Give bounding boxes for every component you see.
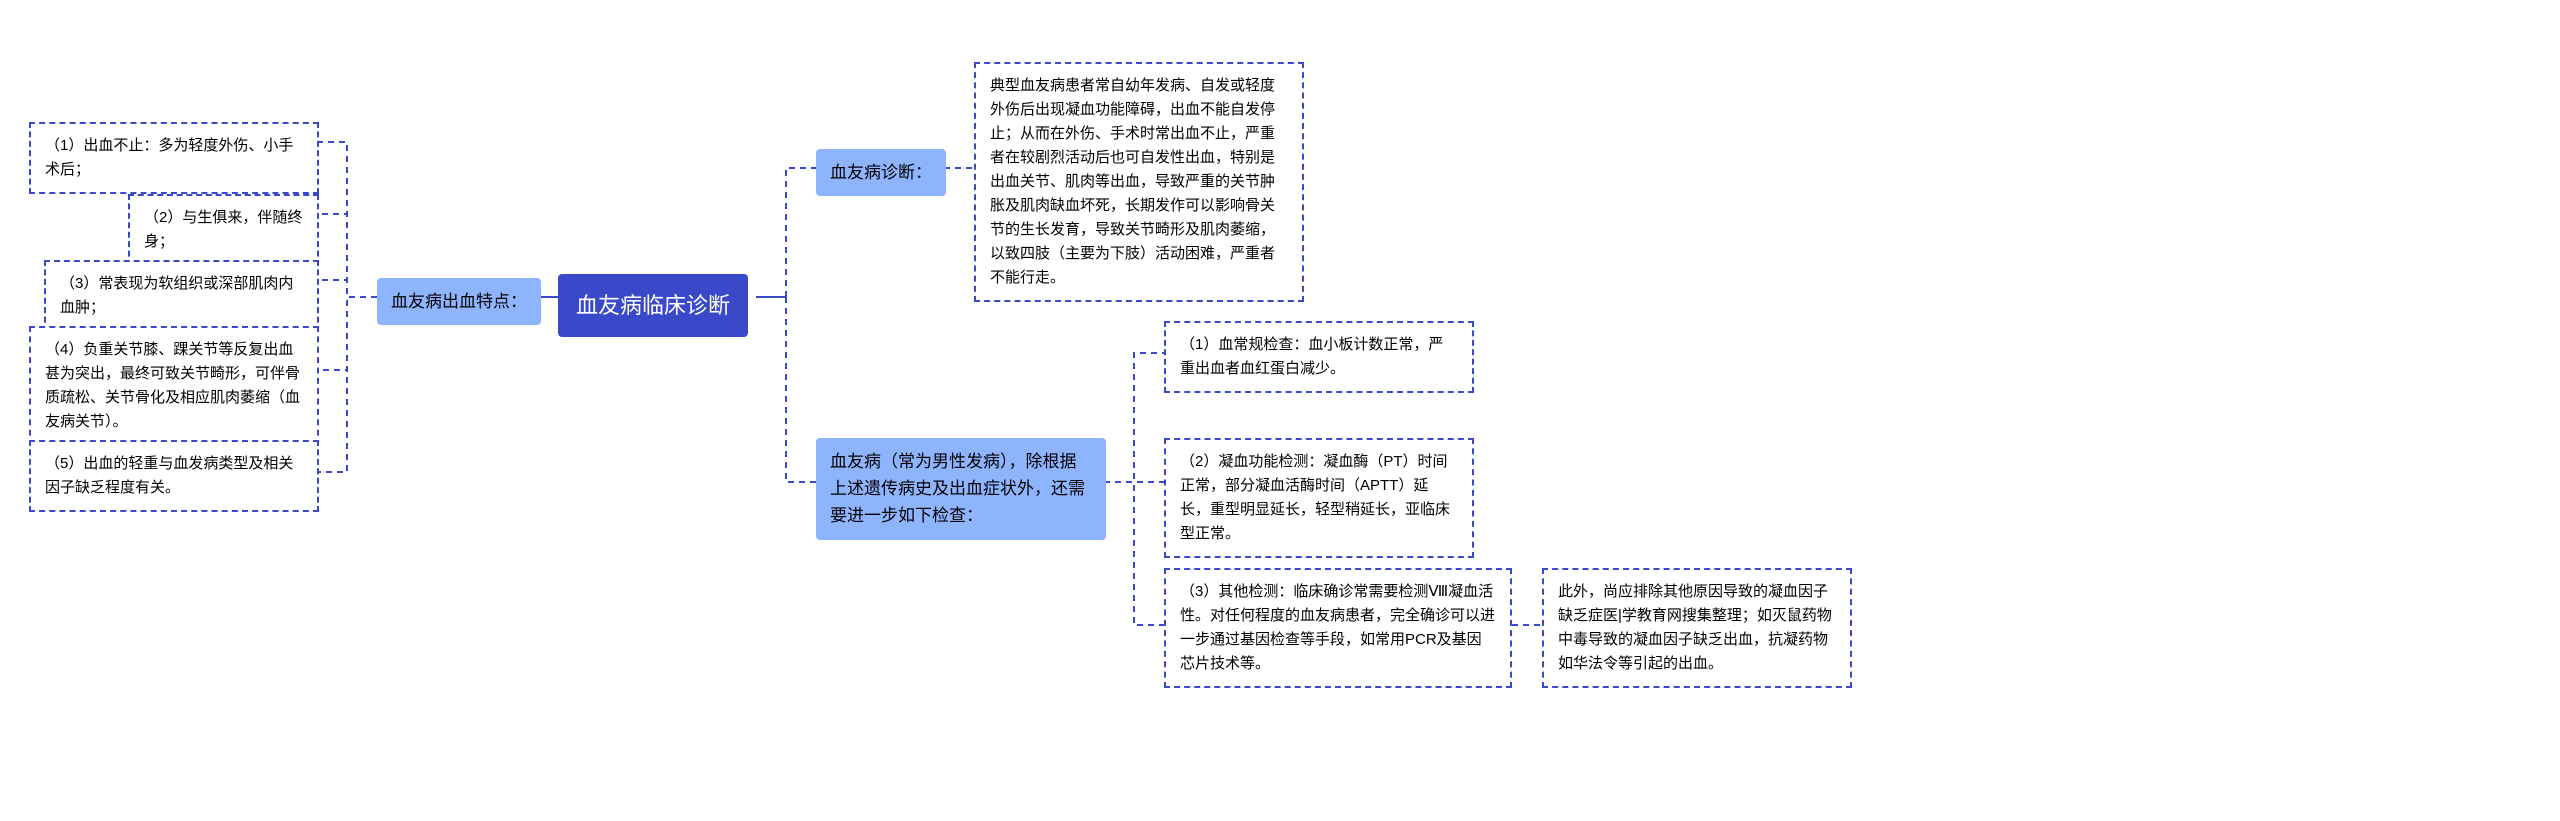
left-item-2-text: （2）与生俱来，伴随终身；: [144, 209, 302, 250]
right-branch-1: 血友病诊断：: [816, 149, 946, 196]
right-branch-1-detail: 典型血友病患者常自幼年发病、自发或轻度外伤后出现凝血功能障碍，出血不能自发停止；…: [974, 62, 1304, 302]
left-item-1-text: （1）出血不止：多为轻度外伤、小手术后；: [45, 137, 293, 178]
left-item-5-text: （5）出血的轻重与血发病类型及相关因子缺乏程度有关。: [45, 455, 293, 496]
right-extra-note-text: 此外，尚应排除其他原因导致的凝血因子缺乏症医|学教育网搜集整理；如灭鼠药物中毒导…: [1558, 583, 1832, 672]
right-item-3: （3）其他检测：临床确诊常需要检测Ⅷ凝血活性。对任何程度的血友病患者，完全确诊可…: [1164, 568, 1512, 688]
left-item-4: （4）负重关节膝、踝关节等反复出血甚为突出，最终可致关节畸形，可伴骨质疏松、关节…: [29, 326, 319, 446]
right-branch-2: 血友病（常为男性发病），除根据上述遗传病史及出血症状外，还需要进一步如下检查：: [816, 438, 1106, 540]
right-item-1: （1）血常规检查：血小板计数正常，严重出血者血红蛋白减少。: [1164, 321, 1474, 393]
root-label: 血友病临床诊断: [576, 293, 730, 318]
right-item-1-text: （1）血常规检查：血小板计数正常，严重出血者血红蛋白减少。: [1180, 336, 1443, 377]
right-extra-note: 此外，尚应排除其他原因导致的凝血因子缺乏症医|学教育网搜集整理；如灭鼠药物中毒导…: [1542, 568, 1852, 688]
right-item-2: （2）凝血功能检测：凝血酶（PT）时间正常，部分凝血活酶时间（APTT）延长，重…: [1164, 438, 1474, 558]
right-branch-1-label: 血友病诊断：: [830, 163, 932, 182]
left-branch-label: 血友病出血特点：: [391, 292, 527, 311]
root-node: 血友病临床诊断: [558, 274, 748, 337]
right-item-2-text: （2）凝血功能检测：凝血酶（PT）时间正常，部分凝血活酶时间（APTT）延长，重…: [1180, 453, 1450, 542]
right-branch-1-detail-text: 典型血友病患者常自幼年发病、自发或轻度外伤后出现凝血功能障碍，出血不能自发停止；…: [990, 77, 1275, 286]
right-branch-2-label: 血友病（常为男性发病），除根据上述遗传病史及出血症状外，还需要进一步如下检查：: [830, 452, 1085, 525]
left-item-4-text: （4）负重关节膝、踝关节等反复出血甚为突出，最终可致关节畸形，可伴骨质疏松、关节…: [45, 341, 300, 430]
left-item-5: （5）出血的轻重与血发病类型及相关因子缺乏程度有关。: [29, 440, 319, 512]
left-item-2: （2）与生俱来，伴随终身；: [128, 194, 319, 266]
left-item-3-text: （3）常表现为软组织或深部肌肉内血肿；: [60, 275, 293, 316]
left-item-3: （3）常表现为软组织或深部肌肉内血肿；: [44, 260, 319, 332]
right-item-3-text: （3）其他检测：临床确诊常需要检测Ⅷ凝血活性。对任何程度的血友病患者，完全确诊可…: [1180, 583, 1495, 672]
left-branch: 血友病出血特点：: [377, 278, 541, 325]
left-item-1: （1）出血不止：多为轻度外伤、小手术后；: [29, 122, 319, 194]
